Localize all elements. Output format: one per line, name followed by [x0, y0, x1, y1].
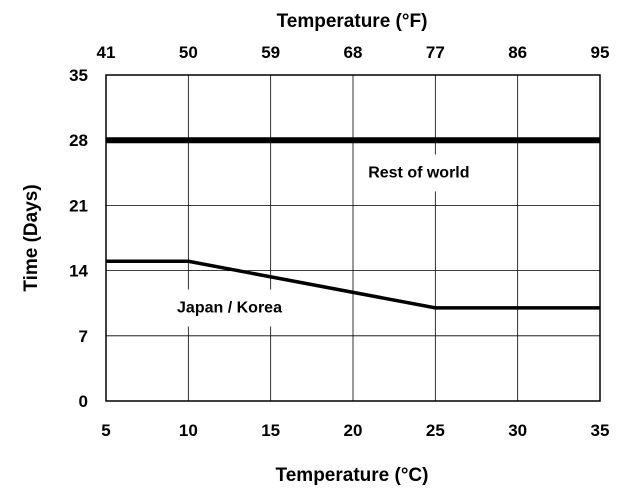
x2-tick-label: 50	[179, 43, 198, 62]
x2-tick-label: 95	[591, 43, 610, 62]
y-axis-title: Time (Days)	[21, 184, 42, 291]
y-tick-label: 35	[69, 66, 88, 85]
x2-axis-title: Temperature (°F)	[277, 11, 428, 32]
x2-tick-label: 41	[97, 43, 116, 62]
x-tick-label: 20	[344, 421, 363, 440]
x-axis-title: Temperature (°C)	[276, 465, 429, 486]
y-tick-label: 0	[79, 392, 88, 411]
series-line-1	[106, 259, 600, 310]
x-tick-label: 10	[179, 421, 198, 440]
x-tick-label: 30	[508, 421, 527, 440]
x2-tick-label: 77	[426, 43, 445, 62]
y-tick-label: 14	[69, 262, 88, 281]
x-tick-label: 25	[426, 421, 445, 440]
annotation-label: Japan / Korea	[177, 300, 282, 317]
annotations: Rest of world Japan / Korea	[165, 154, 482, 327]
grid	[105, 74, 601, 402]
x2-tick-label: 59	[261, 43, 280, 62]
x2-tick-label: 86	[508, 43, 527, 62]
annotation-label: Rest of world	[368, 164, 469, 181]
x-tick-label: 5	[101, 421, 110, 440]
annotation-bg	[356, 154, 482, 192]
series-group	[106, 137, 600, 310]
y-tick-label: 7	[79, 327, 88, 346]
x2-tick-label: 68	[344, 43, 363, 62]
y-tick-labels: 0 7 14 21 28 35	[69, 66, 88, 411]
y-tick-label: 28	[69, 131, 88, 150]
x-tick-labels: 5 10 15 20 25 30 35	[101, 421, 609, 440]
plot-frame	[105, 74, 601, 402]
x-tick-label: 15	[261, 421, 280, 440]
annotation-bg	[165, 289, 295, 327]
x-tick-label: 35	[591, 421, 610, 440]
y-tick-label: 21	[69, 196, 88, 215]
x2-tick-labels: 41 50 59 68 77 86 95	[97, 43, 610, 62]
